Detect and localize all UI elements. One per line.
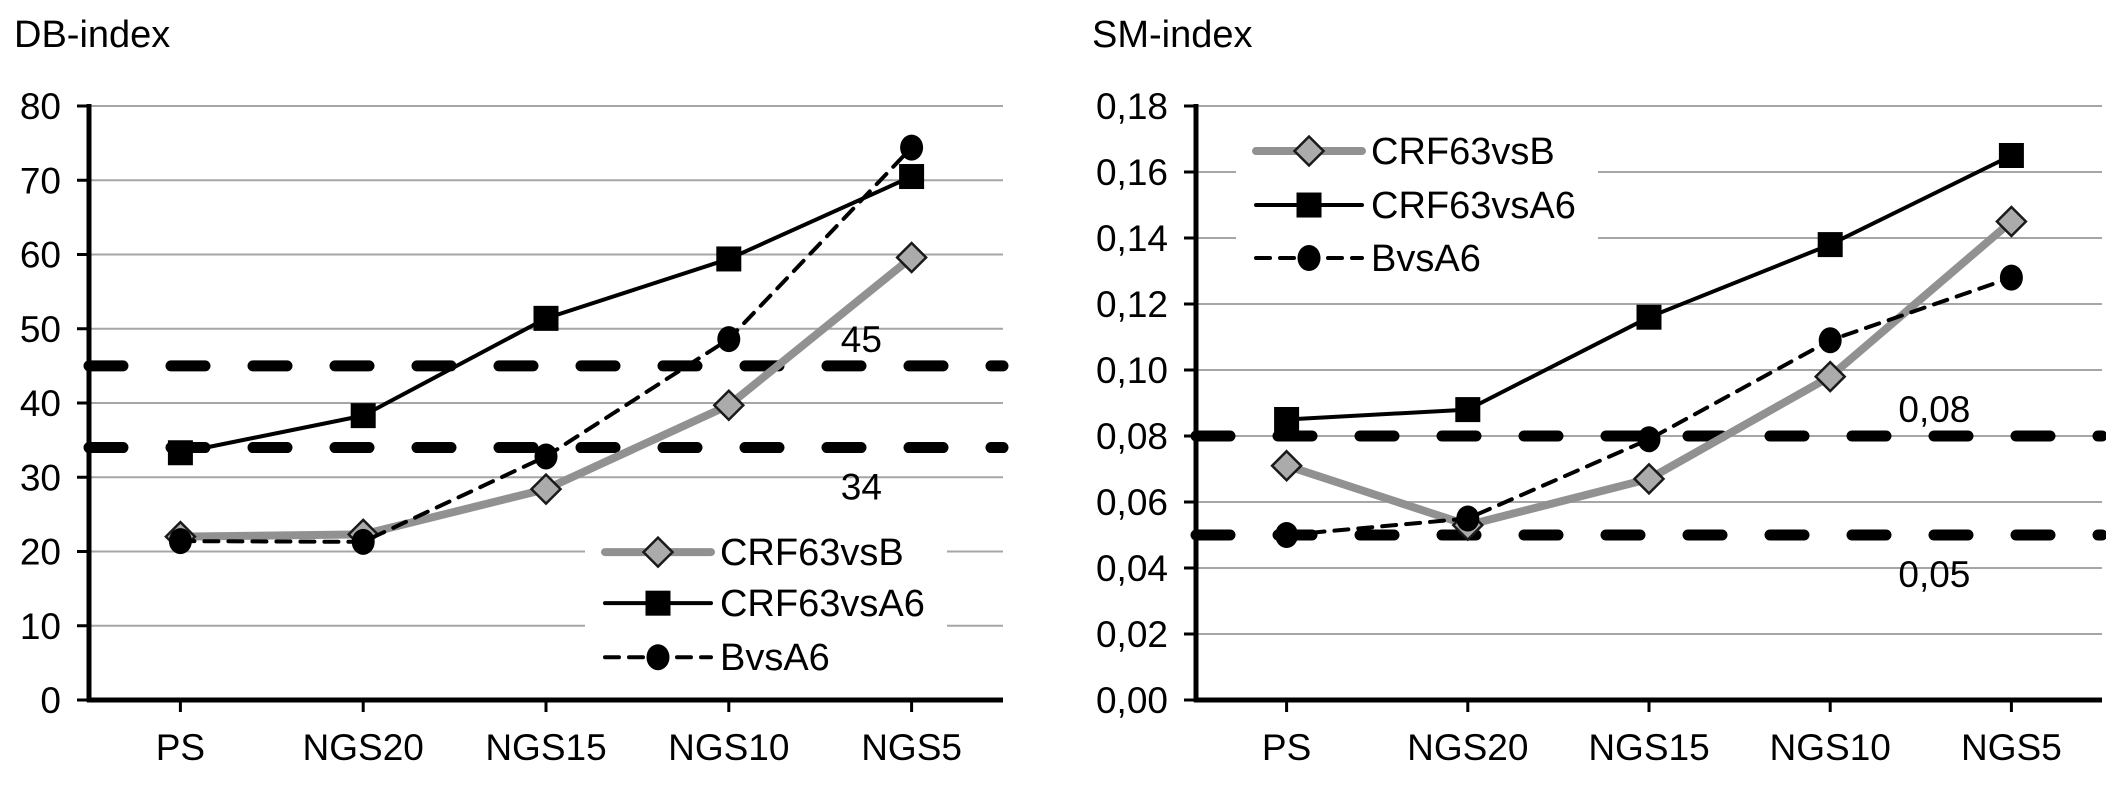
series-marker-CRF63vsA6 — [716, 246, 742, 272]
threshold-label-34: 34 — [841, 467, 882, 508]
threshold-label-45: 45 — [841, 319, 882, 360]
series-marker-CRF63vsA6 — [533, 305, 559, 331]
y-tick-label: 70 — [20, 160, 61, 201]
series-marker-BvsA6 — [1999, 264, 2023, 291]
series-marker-CRF63vsB — [1632, 462, 1666, 496]
series-marker-BvsA6 — [1275, 522, 1299, 548]
legend-entry-CRF63vsB: CRF63vsB — [1371, 131, 1555, 173]
series-marker-CRF63vsA6 — [1274, 407, 1300, 432]
x-tick-label: NGS10 — [668, 727, 789, 768]
x-tick-label: NGS20 — [1407, 727, 1528, 768]
x-tick-label: NGS5 — [1961, 727, 2062, 768]
x-tick-label: NGS15 — [1588, 727, 1709, 768]
legend-marker-diamond — [1292, 134, 1326, 168]
legend-marker-square — [1296, 192, 1322, 218]
chart-title: SM-index — [1092, 14, 1253, 56]
y-tick-label: 0,02 — [1096, 614, 1168, 655]
y-tick-label: 0,18 — [1096, 86, 1168, 127]
y-tick-label: 0,00 — [1096, 680, 1168, 721]
series-marker-CRF63vsB — [1813, 360, 1847, 393]
series-line-BvsA6 — [1284, 275, 2014, 537]
y-tick-label: 20 — [20, 532, 61, 573]
legend-marker-square — [645, 590, 671, 616]
series-marker-CRF63vsB — [895, 241, 928, 274]
series-marker-CRF63vsA6 — [350, 403, 376, 429]
series-marker-BvsA6 — [1456, 505, 1480, 532]
x-tick-label: NGS10 — [1770, 727, 1891, 768]
series-marker-CRF63vsA6 — [1998, 143, 2024, 168]
y-tick-label: 0,10 — [1096, 350, 1168, 391]
y-tick-label: 10 — [20, 606, 61, 647]
series-marker-BvsA6 — [351, 528, 375, 555]
y-tick-label: 30 — [20, 457, 61, 498]
chart-sm-index: 0,00 0,02 0,04 0,06 0,08 0,10 0,12 0,14 0,16 0,18… — [1053, 0, 2107, 795]
series-marker-BvsA6 — [900, 134, 924, 161]
legend: CRF63vsB CRF63vsA6 BvsA6 — [584, 524, 947, 692]
legend-marker-circle — [646, 644, 670, 671]
series-marker-CRF63vsA6 — [1817, 232, 1843, 258]
legend-marker-diamond — [641, 535, 675, 569]
threshold-label-0,05: 0,05 — [1898, 554, 1970, 595]
y-tick-label: 40 — [20, 383, 61, 424]
legend: CRF63vsB CRF63vsA6 BvsA6 — [1236, 123, 1599, 293]
legend-marker-circle — [1297, 245, 1321, 272]
chart-db-index: 0 10 20 30 40 50 60 70 80 PS NGS20 NGS15 NGS10 NGS5 CR… — [0, 0, 1053, 795]
series-marker-BvsA6 — [1637, 426, 1661, 453]
series-marker-BvsA6 — [534, 443, 558, 470]
y-tick-label: 0,16 — [1096, 152, 1168, 193]
x-tick-label: PS — [1262, 727, 1311, 768]
y-tick-label: 80 — [20, 86, 61, 127]
SM-index-svg: 0,00 0,02 0,04 0,06 0,08 0,10 0,12 0,14 0,16 0,18… — [1092, 14, 2107, 768]
threshold-label-0,08: 0,08 — [1898, 389, 1970, 430]
x-tick-label: PS — [156, 727, 205, 768]
y-tick-label: 0,06 — [1096, 482, 1168, 523]
legend-entry-CRF63vsB: CRF63vsB — [720, 532, 904, 574]
DB-index-svg: 0 10 20 30 40 50 60 70 80 PS NGS20 NGS15 NGS10 NGS5 CR… — [14, 14, 1009, 768]
series-marker-CRF63vsB — [1995, 205, 2028, 238]
series-marker-CRF63vsB — [1270, 449, 1303, 482]
x-tick-label: NGS20 — [303, 727, 424, 768]
y-tick-label: 0,12 — [1096, 284, 1168, 325]
legend-entry-BvsA6: BvsA6 — [1371, 238, 1481, 280]
series-marker-CRF63vsB — [529, 472, 563, 506]
y-tick-label: 60 — [20, 235, 61, 276]
chart-title: DB-index — [14, 14, 170, 56]
series-marker-CRF63vsA6 — [167, 440, 193, 466]
legend-entry-CRF63vsA6: CRF63vsA6 — [1371, 185, 1576, 227]
legend-entry-BvsA6: BvsA6 — [720, 637, 830, 679]
y-tick-label: 50 — [20, 309, 61, 350]
series-marker-BvsA6 — [168, 528, 192, 555]
series-marker-BvsA6 — [1818, 327, 1842, 354]
series-marker-CRF63vsA6 — [1636, 304, 1662, 330]
series-marker-CRF63vsA6 — [1455, 397, 1481, 423]
x-tick-label: NGS5 — [861, 727, 962, 768]
series-marker-BvsA6 — [717, 326, 741, 353]
y-tick-label: 0 — [40, 680, 61, 721]
x-tick-label: NGS15 — [485, 727, 606, 768]
y-tick-label: 0,04 — [1096, 548, 1168, 589]
y-tick-label: 0,14 — [1096, 218, 1168, 259]
y-tick-label: 0,08 — [1096, 416, 1168, 457]
legend-entry-CRF63vsA6: CRF63vsA6 — [720, 583, 925, 625]
series-marker-CRF63vsB — [712, 388, 746, 422]
series-marker-CRF63vsA6 — [899, 164, 925, 190]
